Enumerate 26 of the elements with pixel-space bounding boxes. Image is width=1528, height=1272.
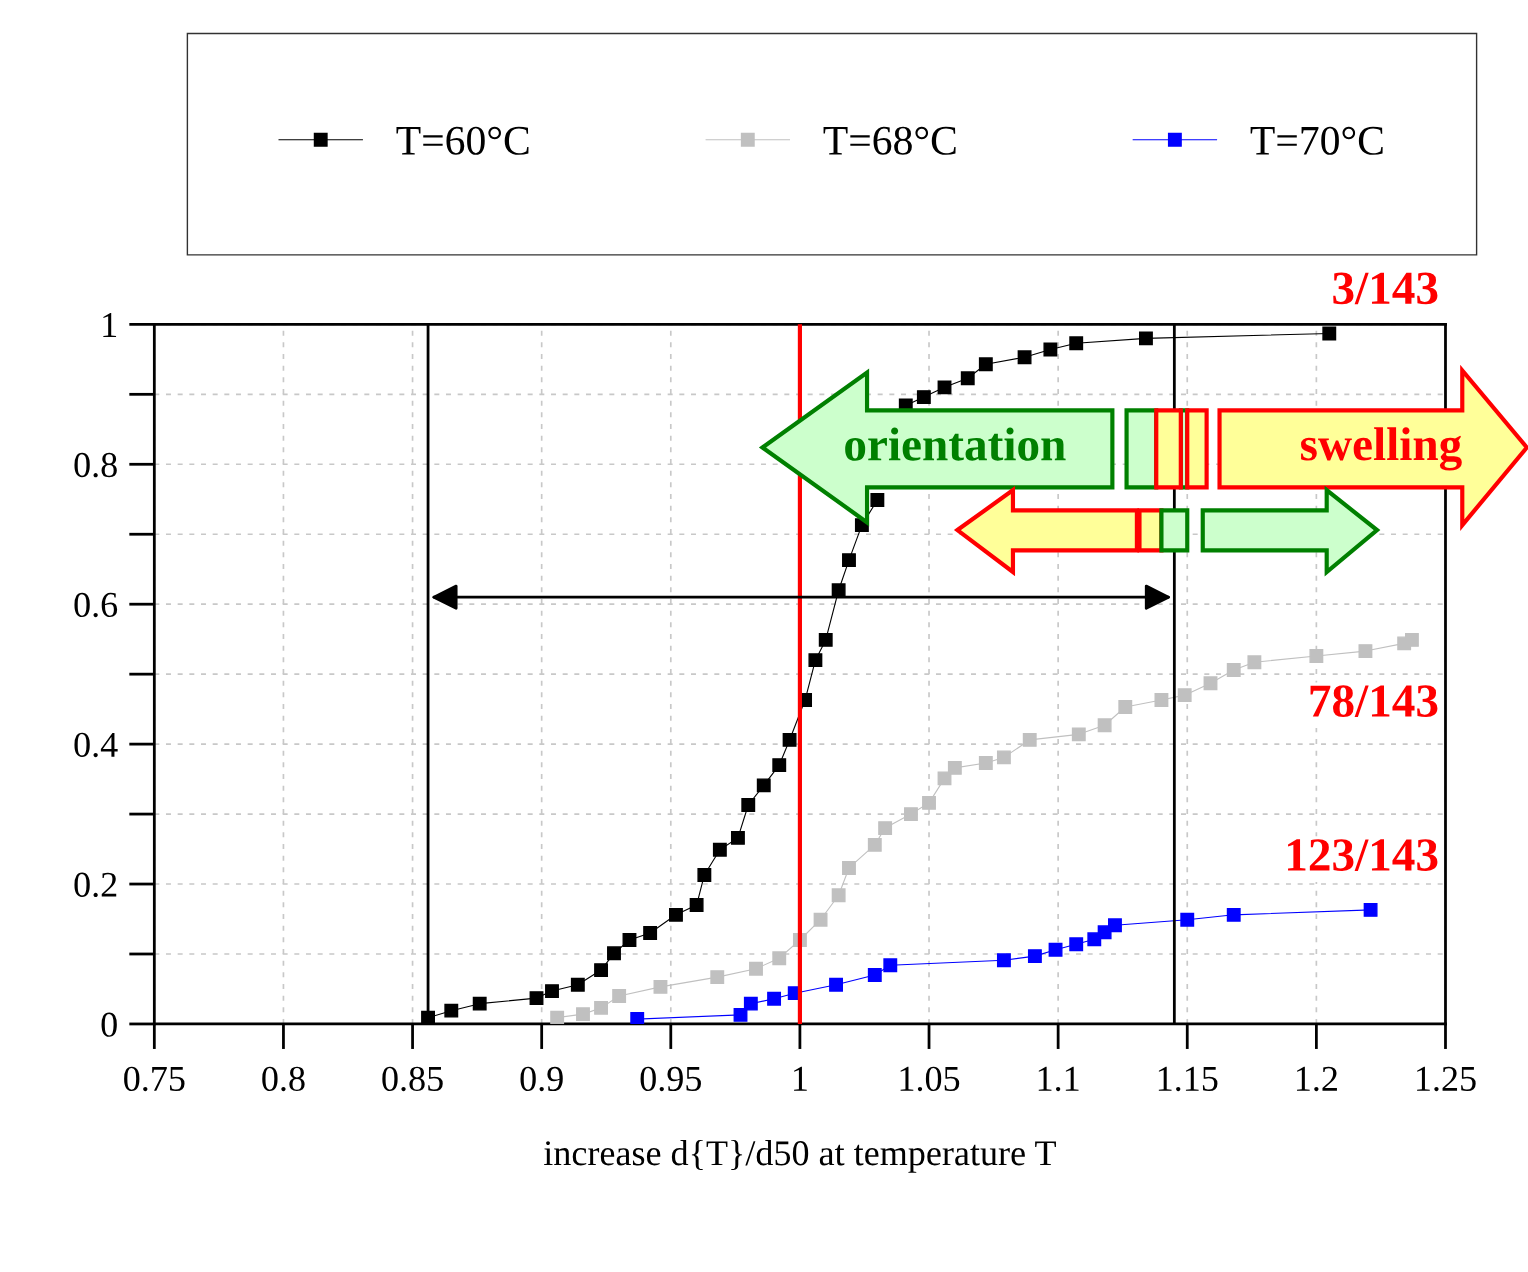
y-tick-label: 0.8 (74, 452, 117, 478)
y-tick-label: 0.2 (74, 872, 117, 898)
x-tick-label: 0.8 (262, 1066, 305, 1092)
annotation: 123/143 (1288, 839, 1438, 871)
x-tick-label: 0.85 (382, 1066, 443, 1092)
x-tick-label: 0.95 (640, 1066, 701, 1092)
x-tick-label: 0.9 (520, 1066, 563, 1092)
annotation: swelling (1301, 427, 1462, 471)
x-tick-label: 1.1 (1038, 1066, 1079, 1092)
y-tick-label: 0.6 (74, 592, 118, 618)
y-tick-label: 0 (101, 1012, 117, 1037)
x-tick-label: 0.75 (124, 1066, 185, 1092)
y-tick-label: 0.4 (74, 732, 118, 758)
x-tick-label: 1.15 (1158, 1066, 1218, 1092)
x-tick-label: 1.25 (1417, 1066, 1476, 1092)
annotation: 78/143 (1310, 685, 1438, 718)
text: 3/143 (1333, 272, 1438, 305)
x-axis-title: increase d{T}/d50 at temperature T (544, 1140, 1056, 1173)
y-tick-label: 1 (103, 313, 117, 337)
x-tick-label: 1.05 (900, 1066, 960, 1092)
legend-label: T=70°C (1250, 126, 1383, 155)
legend-label: T=68°C (823, 126, 956, 155)
legend-label: T=60°C (396, 126, 529, 155)
annotation: orientation (845, 427, 1066, 461)
x-tick-label: 1 (794, 1066, 807, 1091)
x-tick-label: 1.2 (1296, 1066, 1337, 1092)
